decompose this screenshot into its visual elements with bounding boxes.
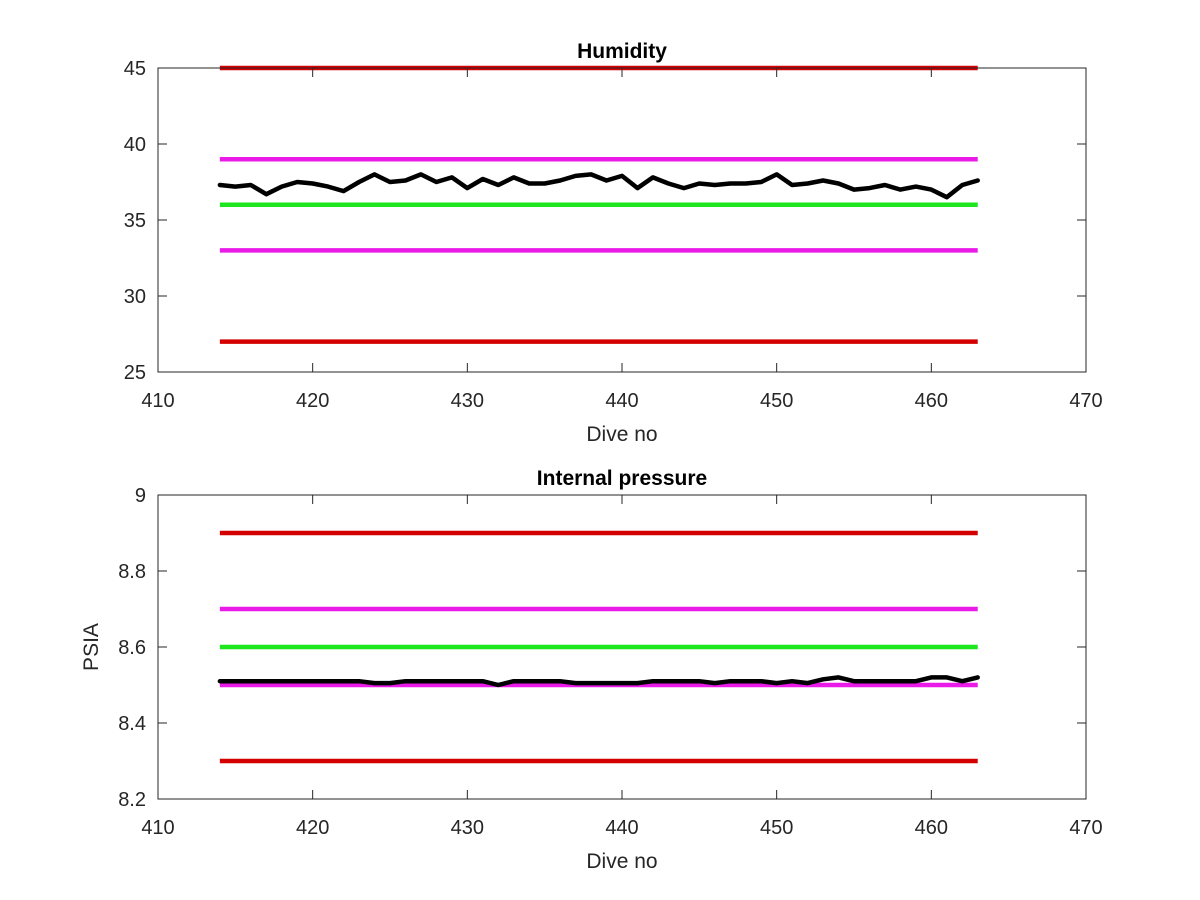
chart-title: Internal pressure [537, 467, 707, 490]
humidity-subplot: Humidity 410 420 430 440 450 460 470 25 30 35 40 45… [124, 40, 1103, 446]
x-tick-label: 450 [760, 817, 793, 839]
x-tick-label: 440 [605, 390, 638, 412]
x-tick-label: 470 [1069, 390, 1102, 412]
series-line [217, 172, 980, 200]
chart-title: Humidity [577, 40, 667, 63]
x-tick-label: 470 [1069, 817, 1102, 839]
x-tick-label: 430 [451, 390, 484, 412]
x-tick-label: 460 [915, 817, 948, 839]
x-axis-label: Dive no [586, 423, 657, 446]
y-tick-label: 40 [124, 134, 146, 156]
x-tick-label: 410 [141, 817, 174, 839]
x-tick-label: 420 [296, 390, 329, 412]
x-tick-label: 430 [451, 817, 484, 839]
y-tick-label: 25 [124, 362, 146, 384]
x-tick-label: 410 [141, 390, 174, 412]
internal-pressure-subplot: Internal pressure 410 420 430 440 450 460 470 8… [80, 467, 1103, 873]
series-line [217, 675, 980, 688]
y-tick-label: 8.4 [118, 713, 146, 735]
y-tick-label: 8.2 [118, 789, 146, 811]
x-axis-label: Dive no [586, 850, 657, 873]
x-tick-label: 420 [296, 817, 329, 839]
humidity-ticks: 410 420 430 440 450 460 470 25 30 35 40 45 [124, 58, 1103, 412]
pressure-ticks: 410 420 430 440 450 460 470 8.2 8.4 8.6 8.8 9 [118, 485, 1103, 839]
pressure-plot-area [217, 530, 980, 764]
y-tick-label: 8.6 [118, 637, 146, 659]
x-tick-label: 440 [605, 817, 638, 839]
y-tick-label: 9 [135, 485, 146, 507]
x-tick-label: 450 [760, 390, 793, 412]
y-tick-label: 45 [124, 58, 146, 80]
y-tick-label: 35 [124, 210, 146, 232]
y-tick-label: 8.8 [118, 561, 146, 583]
x-tick-label: 460 [915, 390, 948, 412]
y-tick-label: 30 [124, 286, 146, 308]
y-axis-label: PSIA [80, 623, 103, 671]
